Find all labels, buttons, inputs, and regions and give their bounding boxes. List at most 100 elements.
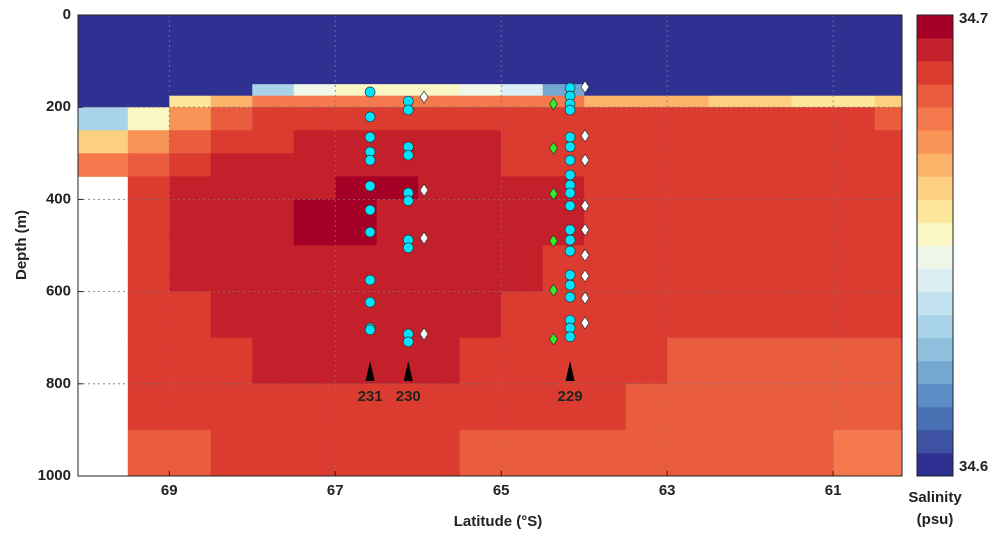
heatmap-cell	[501, 291, 544, 339]
heatmap-cell	[501, 130, 544, 154]
heatmap-cell	[708, 107, 751, 131]
heatmap-cell	[127, 429, 170, 477]
station-point	[564, 291, 576, 303]
colorbar-segment	[917, 383, 953, 408]
plot-frame	[77, 14, 903, 477]
heatmap-cell	[708, 176, 751, 200]
heatmap-cell	[667, 15, 710, 85]
colorbar-segment	[917, 84, 953, 108]
heatmap-cell	[501, 176, 544, 200]
station-point	[364, 324, 376, 336]
heatmap-cell	[625, 95, 668, 108]
heatmap-cell	[791, 245, 834, 293]
heatmap-cell	[791, 95, 834, 108]
heatmap-cell	[127, 176, 170, 200]
sample-diamond	[549, 234, 558, 248]
heatmap-cell	[542, 176, 585, 200]
heatmap-cell	[169, 95, 212, 108]
heatmap-cell	[252, 245, 295, 293]
station-point	[402, 104, 414, 116]
colorbar-frame	[916, 14, 954, 477]
heatmap-cell	[667, 429, 710, 477]
heatmap-cell	[791, 176, 834, 200]
heatmap-cell	[501, 383, 544, 431]
heatmap-cell	[791, 130, 834, 154]
sample-diamond	[549, 141, 558, 155]
heatmap-cell	[252, 107, 295, 131]
colorbar-segment	[917, 429, 953, 454]
heatmap-cell	[584, 245, 627, 293]
colorbar-segment	[917, 130, 953, 154]
station-label: 231	[358, 388, 383, 405]
heatmap-cell	[542, 107, 585, 131]
heatmap-cell	[252, 291, 295, 339]
x-tick-label: 61	[825, 482, 842, 499]
station-marker	[365, 361, 375, 381]
heatmap-cell	[252, 383, 295, 431]
heatmap-cell	[833, 95, 876, 108]
heatmap-cell	[874, 153, 903, 177]
x-tick-label: 63	[659, 482, 676, 499]
sample-diamond	[580, 80, 590, 94]
station-point	[564, 224, 576, 236]
heatmap-cell	[293, 337, 336, 385]
heatmap-cell	[78, 95, 129, 108]
heatmap-cell	[708, 84, 751, 97]
station-point	[402, 242, 414, 254]
station-label: 230	[396, 388, 421, 405]
heatmap-cell	[750, 130, 793, 154]
heatmap-cell	[833, 245, 876, 293]
heatmap-cell	[874, 337, 903, 385]
y-tick-label: 800	[46, 375, 71, 392]
heatmap-cell	[542, 291, 585, 339]
heatmap-cell	[78, 84, 129, 97]
heatmap-cell	[335, 383, 378, 431]
heatmap-cell	[750, 337, 793, 385]
heatmap-cell	[210, 199, 253, 246]
colorbar-segment	[917, 291, 953, 316]
colorbar-segment	[917, 153, 953, 177]
heatmap-cell	[584, 130, 627, 154]
heatmap-cell	[667, 245, 710, 293]
heatmap-cell	[874, 84, 903, 97]
heatmap-cell	[459, 153, 502, 177]
colorbar-segment	[917, 360, 953, 385]
heatmap-cell	[293, 15, 336, 85]
heatmap-cell	[625, 291, 668, 339]
heatmap-cell	[750, 15, 793, 85]
sample-diamond	[580, 291, 590, 305]
heatmap-cell	[708, 429, 751, 477]
heatmap-cell	[210, 107, 253, 131]
colorbar-segment	[917, 199, 953, 223]
heatmap-cell	[169, 199, 212, 246]
x-tick-label: 69	[161, 482, 178, 499]
heatmap-cell	[874, 95, 903, 108]
colorbar-segment	[917, 107, 953, 131]
heatmap-cell	[625, 153, 668, 177]
heatmap-cell	[874, 15, 903, 85]
heatmap-cell	[584, 95, 627, 108]
heatmap-cell	[169, 337, 212, 385]
heatmap-cell	[542, 199, 585, 246]
heatmap-cell	[127, 291, 170, 339]
heatmap-cell	[459, 291, 502, 339]
heatmap-cell	[293, 107, 336, 131]
heatmap-cell	[791, 84, 834, 97]
colorbar-tick-label: 34.6	[959, 458, 988, 475]
sample-diamond	[580, 129, 590, 143]
heatmap-cell	[210, 291, 253, 339]
heatmap-cell	[293, 383, 336, 431]
heatmap-cell	[376, 176, 419, 200]
heatmap-cell	[418, 245, 461, 293]
heatmap-cell	[78, 153, 129, 177]
colorbar-label: Salinity	[908, 489, 962, 506]
heatmap-cell	[293, 84, 336, 97]
heatmap-cell	[127, 95, 170, 108]
colorbar-label: (psu)	[917, 511, 954, 528]
heatmap-cell	[127, 84, 170, 97]
heatmap-cell	[376, 429, 419, 477]
heatmap-cell	[584, 84, 627, 97]
heatmap-cell	[833, 383, 876, 431]
heatmap-cell	[169, 107, 212, 131]
colorbar-segment	[917, 406, 953, 431]
